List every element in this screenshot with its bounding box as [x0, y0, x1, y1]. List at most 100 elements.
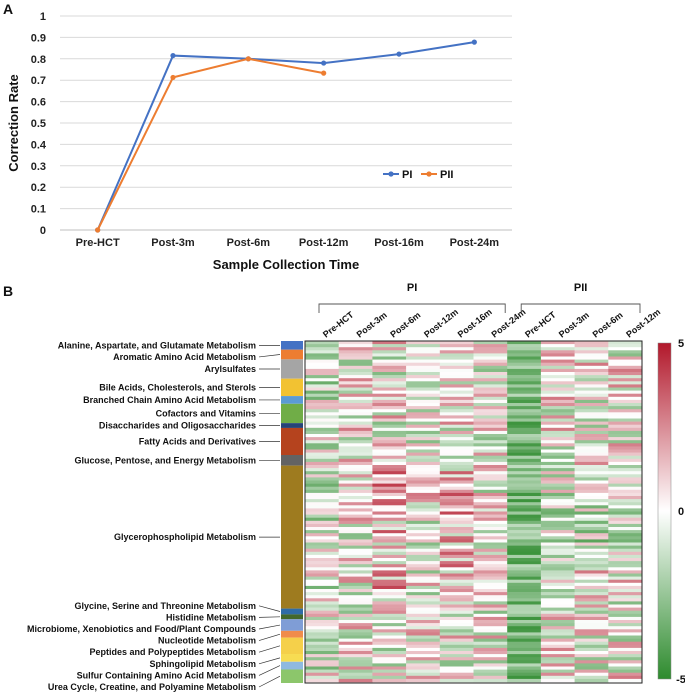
heatmap-cell: [338, 499, 373, 503]
heatmap-cell: [439, 415, 474, 419]
category-color-bar: [281, 661, 303, 670]
heatmap-cell: [439, 356, 474, 360]
heatmap-cell: [540, 455, 575, 460]
heatmap-cell: [574, 545, 609, 549]
heatmap-cell: [372, 449, 407, 453]
heatmap-cell: [439, 350, 474, 354]
heatmap-cell: [540, 427, 575, 432]
heatmap-cell: [608, 396, 643, 401]
heatmap-cell: [338, 480, 373, 484]
heatmap-cell: [507, 651, 542, 655]
heatmap-cell: [305, 660, 339, 664]
heatmap-cell: [372, 539, 407, 543]
heatmap-cell: [540, 545, 575, 549]
heatmap-cell: [439, 399, 474, 404]
heatmap-cell: [473, 452, 508, 456]
category-leader-line: [258, 354, 281, 358]
heatmap-cell: [439, 393, 474, 398]
heatmap-cell: [540, 372, 575, 376]
heatmap-cell: [473, 461, 508, 466]
heatmap-cell: [439, 499, 474, 503]
heatmap-cell: [540, 341, 575, 345]
heatmap-cell: [439, 418, 474, 422]
heatmap-cell: [372, 396, 407, 401]
heatmap-cell: [507, 533, 542, 537]
heatmap-cell: [372, 399, 407, 404]
heatmap-cell: [372, 657, 407, 661]
heatmap-cell: [439, 421, 474, 425]
heatmap-cell: [507, 365, 542, 370]
heatmap-cell: [338, 399, 373, 404]
heatmap-cell: [507, 561, 542, 565]
heatmap-cell: [473, 561, 508, 565]
heatmap-cell: [305, 523, 339, 528]
heatmap-cell: [439, 434, 474, 438]
heatmap-cell: [540, 415, 575, 419]
heatmap-cell: [305, 505, 339, 509]
heatmap-cell: [608, 604, 643, 608]
heatmap-cell: [540, 496, 575, 500]
heatmap-cell: [338, 536, 373, 540]
heatmap-cell: [608, 551, 643, 556]
heatmap-cell: [473, 502, 508, 506]
heatmap-cell: [439, 465, 474, 469]
heatmap-cell: [608, 523, 643, 528]
heatmap-cell: [473, 582, 508, 587]
heatmap-cell: [507, 347, 542, 351]
heatmap-cell: [507, 387, 542, 391]
heatmap-cell: [305, 403, 339, 407]
heatmap-cell: [473, 505, 508, 509]
heatmap-cell: [439, 455, 474, 460]
heatmap-cell: [406, 508, 441, 512]
heatmap-cell: [439, 623, 474, 627]
heatmap-cell: [338, 353, 373, 357]
heatmap-cell: [574, 629, 609, 633]
heatmap-cell: [338, 465, 373, 469]
heatmap-cell: [372, 465, 407, 469]
heatmap-cell: [473, 669, 508, 673]
heatmap-cell: [372, 523, 407, 528]
heatmap-cell: [406, 384, 441, 388]
heatmap-cell: [608, 372, 643, 376]
heatmap-cell: [540, 533, 575, 537]
heatmap-cell: [439, 496, 474, 500]
heatmap-cell: [372, 477, 407, 481]
heatmap-cell: [305, 387, 339, 391]
heatmap-cell: [305, 344, 339, 348]
heatmap-cell: [439, 582, 474, 587]
heatmap-cell: [305, 545, 339, 549]
heatmap-cell: [608, 601, 643, 605]
heatmap-cell: [507, 576, 542, 580]
heatmap-cell: [406, 607, 441, 611]
heatmap-cell: [473, 458, 508, 463]
heatmap-cell: [338, 641, 373, 646]
heatmap-cell: [372, 616, 407, 621]
heatmap-cell: [372, 409, 407, 413]
heatmap-cell: [439, 449, 474, 453]
heatmap-cell: [406, 647, 441, 652]
heatmap-cell: [372, 573, 407, 577]
heatmap-cell: [608, 368, 643, 373]
heatmap-cell: [507, 598, 542, 602]
heatmap-cell: [439, 523, 474, 528]
heatmap-cell: [507, 592, 542, 596]
heatmap-cell: [439, 669, 474, 673]
heatmap-cell: [574, 455, 609, 460]
heatmap-cell: [507, 399, 542, 404]
heatmap-cell: [540, 387, 575, 391]
heatmap-cell: [372, 424, 407, 429]
heatmap-cell: [574, 558, 609, 562]
heatmap-cell: [406, 545, 441, 549]
heatmap-border: [304, 340, 643, 684]
heatmap-cell: [540, 579, 575, 584]
heatmap-cell: [507, 638, 542, 642]
heatmap-cell: [406, 446, 441, 450]
group-label-pii: PII: [574, 282, 587, 294]
heatmap-cell: [608, 378, 643, 382]
heatmap-cell: [473, 378, 508, 382]
heatmap-cell: [473, 496, 508, 500]
heatmap-cell: [507, 424, 542, 429]
heatmap-cell: [574, 381, 609, 385]
heatmap-cell: [507, 418, 542, 422]
heatmap-cell: [439, 443, 474, 447]
